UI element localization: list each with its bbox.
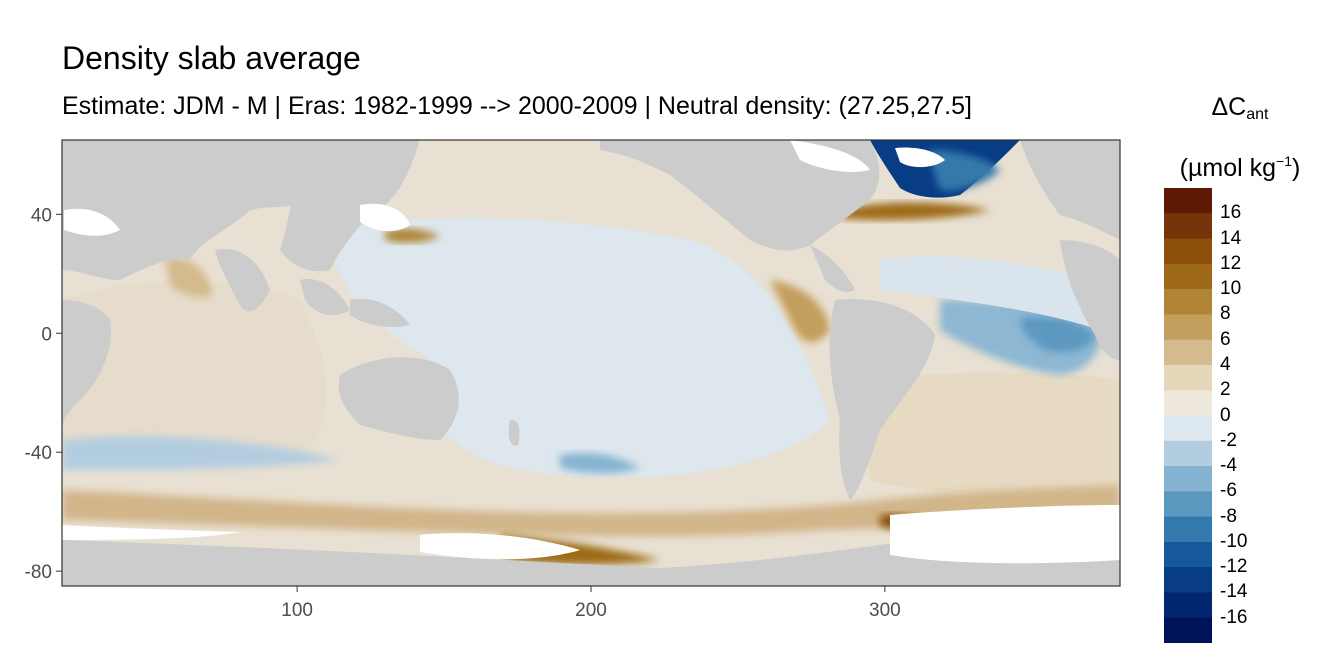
chart-title: Density slab average <box>62 40 361 76</box>
legend-label: 6 <box>1220 328 1231 350</box>
legend-swatch <box>1164 289 1212 315</box>
legend-swatch <box>1164 491 1212 518</box>
legend-label: 0 <box>1220 404 1231 426</box>
legend-swatch <box>1164 541 1212 568</box>
legend-swatch <box>1164 415 1212 442</box>
legend-swatch <box>1164 238 1212 265</box>
region-s-pacific-blue <box>560 453 640 474</box>
legend-label: 2 <box>1220 379 1231 401</box>
chart-subtitle: Estimate: JDM - M | Eras: 1982-1999 --> … <box>62 92 972 120</box>
region-labrador-white <box>895 147 945 168</box>
legend-label: 10 <box>1220 278 1242 300</box>
legend-label: 4 <box>1220 353 1231 375</box>
legend-label: -8 <box>1220 505 1237 527</box>
land <box>62 140 1120 586</box>
legend-swatch <box>1164 188 1212 214</box>
legend-swatch <box>1164 364 1212 391</box>
legend-swatch <box>1164 592 1212 619</box>
region-southern-ocean <box>62 485 1120 537</box>
legend-label: 8 <box>1220 303 1231 325</box>
region-n-atlantic-subpolar-mid <box>930 150 1000 191</box>
legend-label: -4 <box>1220 455 1237 477</box>
y-tick-label: -40 <box>25 443 52 464</box>
region-s-indian-blue <box>62 436 340 470</box>
legend-swatch <box>1164 567 1212 593</box>
legend-swatch <box>1164 440 1212 467</box>
legend-label: 16 <box>1220 202 1242 224</box>
region-south-atlantic <box>860 372 1120 493</box>
legend-swatch <box>1164 263 1212 290</box>
nodata <box>62 140 1120 564</box>
legend-swatch <box>1164 213 1212 240</box>
legend-colorbar <box>1164 188 1212 643</box>
region-eq-atlantic-dark <box>1020 317 1095 352</box>
legend-swatch <box>1164 390 1212 416</box>
y-tick-label: 0 <box>41 324 52 345</box>
legend-label: -14 <box>1220 581 1248 603</box>
legend-swatch <box>1164 339 1212 366</box>
region-arabian <box>165 257 212 297</box>
region-n-atlantic <box>880 256 1100 330</box>
legend-label: 12 <box>1220 252 1242 274</box>
legend-swatch <box>1164 617 1212 643</box>
legend-label: -2 <box>1220 429 1237 451</box>
region-indian <box>62 281 327 465</box>
y-axis: 40 0 -40 -80 <box>25 205 62 583</box>
legend-label: -10 <box>1220 530 1248 552</box>
legend-label: -16 <box>1220 606 1248 628</box>
x-tick-label: 200 <box>575 600 607 621</box>
region-gulf-stream <box>840 202 990 220</box>
legend-label: -12 <box>1220 556 1248 578</box>
legend-title: ΔCant (µmol kg−1) <box>1179 93 1301 182</box>
legend-swatch <box>1164 466 1212 492</box>
y-tick-label: -80 <box>25 562 52 583</box>
legend-label: -6 <box>1220 480 1237 502</box>
x-tick-label: 100 <box>281 600 313 621</box>
legend-swatch <box>1164 516 1212 543</box>
x-tick-label: 300 <box>869 600 901 621</box>
y-tick-label: 40 <box>31 205 52 226</box>
region-kuroshio <box>385 228 440 243</box>
x-axis: 100 200 300 <box>281 586 901 621</box>
legend-swatch <box>1164 314 1212 341</box>
legend-label: 14 <box>1220 227 1242 249</box>
region-peru <box>770 280 830 343</box>
